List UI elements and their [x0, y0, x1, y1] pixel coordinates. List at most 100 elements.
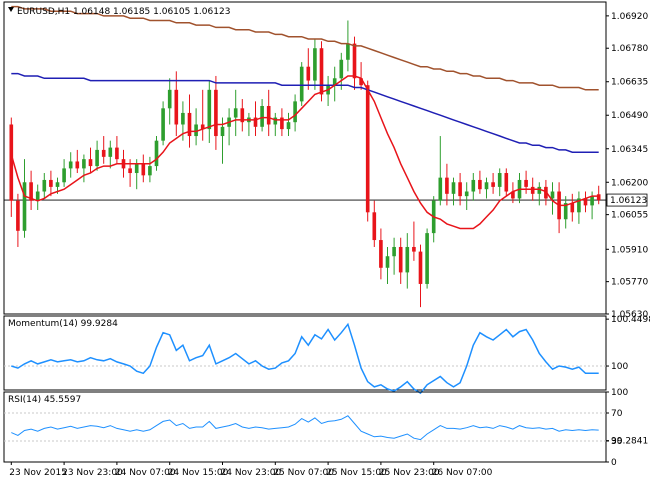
bear-candle: [240, 108, 245, 123]
bull-candle: [35, 191, 40, 201]
price-panel: 1.06920 1.06780 1.06635 1.06490 1.06345 1.062…: [3, 1, 648, 320]
bull-candle: [385, 256, 390, 268]
bear-candle: [280, 117, 284, 130]
bull-candle: [134, 163, 139, 174]
bear-candle: [458, 182, 462, 197]
price-axis-tick-label: 1.06780: [611, 44, 648, 54]
bull-candle: [392, 246, 396, 257]
bull-candle: [233, 108, 238, 118]
bull-candle: [220, 126, 225, 137]
bear-candle: [319, 48, 324, 95]
bull-candle: [42, 179, 47, 192]
bear-candle: [570, 203, 575, 213]
bull-candle: [405, 246, 410, 273]
sma-fast-line: [10, 75, 599, 230]
current-price-tag: [606, 193, 648, 207]
bear-candle: [75, 161, 80, 169]
momentum-axis-tick-label: 99.2841: [611, 437, 648, 447]
rsi-panel-frame: [3, 391, 607, 463]
rsi-axis-tick-label: 30: [611, 437, 623, 447]
bull-candle: [55, 182, 60, 187]
bear-candle: [359, 78, 363, 86]
bear-candle: [372, 212, 377, 241]
time-tick-label: 23 Nov 2015: [9, 468, 67, 478]
bull-candle: [286, 122, 291, 130]
bull-candle: [464, 191, 469, 197]
momentum-line: [11, 322, 599, 395]
bear-candle: [16, 200, 20, 231]
bear-candle: [187, 112, 192, 137]
bear-candle: [524, 179, 528, 187]
bull-candle: [451, 182, 456, 194]
time-tick-label: 23 Nov 23:00: [62, 468, 123, 478]
bull-candle: [167, 89, 172, 109]
bear-candle: [418, 251, 423, 284]
time-tick-label: 24 Nov 15:00: [168, 468, 229, 478]
rsi-header: RSI(14) 45.5597: [8, 395, 81, 405]
symbol-header: EURUSD,H1 1.06148 1.06185 1.06105 1.0612…: [17, 7, 230, 17]
price-axis-tick-label: 1.06055: [611, 211, 648, 221]
bull-candle: [293, 101, 297, 123]
bull-candle: [332, 78, 337, 86]
bull-candle: [161, 108, 165, 141]
rsi-axis-tick-label: 0: [611, 458, 617, 468]
momentum-panel-frame: [3, 315, 607, 391]
time-tick-label: 24 Nov 07:00: [115, 468, 176, 478]
price-axis-tick-label: 1.05770: [611, 278, 648, 288]
bull-candle: [577, 198, 581, 213]
bear-candle: [398, 246, 403, 273]
price-axis-tick-label: 1.06635: [611, 78, 648, 88]
time-tick-label: 25 Nov 07:00: [273, 468, 334, 478]
rsi-axis-tick-label: 70: [611, 409, 623, 419]
bull-candle: [471, 179, 476, 192]
bull-candle: [108, 147, 113, 157]
bear-candle: [174, 89, 179, 125]
bear-candle: [596, 194, 601, 201]
bull-candle: [194, 124, 198, 137]
bull-candle: [207, 89, 212, 130]
bull-candle: [299, 66, 304, 102]
bear-candle: [530, 186, 535, 194]
bear-candle: [511, 191, 515, 199]
rsi-axis-tick-label: 100: [611, 388, 628, 398]
bull-candle: [537, 186, 542, 194]
time-tick-label: 25 Nov 23:00: [379, 468, 440, 478]
bear-candle: [29, 182, 33, 201]
current-price-label: 1.06123: [610, 196, 647, 206]
bull-candle: [22, 182, 27, 231]
bear-candle: [445, 177, 449, 194]
bear-candle: [352, 43, 357, 79]
bull-candle: [95, 149, 99, 167]
bull-candle: [425, 233, 429, 284]
momentum-panel: 100.4498 100 99.2841 Momentum(14) 99.9284: [3, 315, 650, 447]
bull-candle: [154, 140, 159, 167]
bull-candle: [550, 191, 555, 199]
momentum-axis-tick-label: 100.4498: [611, 315, 650, 325]
bear-candle: [583, 198, 588, 206]
bull-candle: [148, 166, 152, 176]
price-panel-frame: [3, 1, 607, 315]
price-axis-tick-label: 1.05910: [611, 245, 648, 255]
bear-candle: [253, 117, 258, 127]
bear-candle: [491, 182, 495, 187]
sma-slow-line: [11, 5, 599, 91]
momentum-axis-tick-label: 100: [611, 362, 628, 372]
time-tick-label: 25 Nov 15:00: [326, 468, 387, 478]
bear-candle: [266, 106, 271, 125]
bear-candle: [478, 179, 482, 190]
bear-candle: [49, 179, 53, 187]
rsi-line: [11, 415, 599, 441]
rsi-panel: 100 70 30 0 RSI(14) 45.5597: [3, 388, 628, 468]
bear-candle: [412, 246, 416, 252]
bear-candle: [9, 124, 14, 201]
momentum-header: Momentum(14) 99.9284: [8, 319, 118, 329]
bear-candle: [88, 159, 93, 167]
price-axis-tick-label: 1.06200: [611, 178, 648, 188]
bear-candle: [214, 89, 218, 137]
time-tick-label: 24 Nov 23:00: [221, 468, 282, 478]
bear-candle: [200, 124, 205, 130]
bear-candle: [141, 163, 146, 176]
bull-candle: [313, 48, 317, 81]
bear-candle: [306, 66, 311, 81]
bull-candle: [339, 59, 344, 79]
